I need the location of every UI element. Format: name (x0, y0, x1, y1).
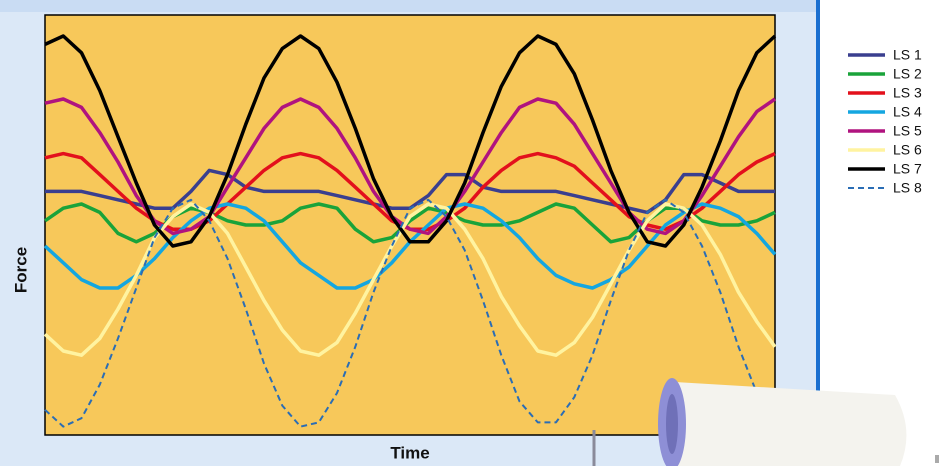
legend-label: LS 7 (893, 161, 922, 177)
legend-label: LS 6 (893, 142, 922, 158)
screen: Time Force LS 1 LS 2 LS 3 LS 4 LS 5 LS 6 LS 7 L… (0, 0, 949, 466)
top-strip (0, 0, 820, 12)
legend-label: LS 4 (893, 104, 922, 120)
legend-label: LS 8 (893, 180, 922, 196)
legend-label: LS 5 (893, 123, 922, 139)
page: {"chart_data": {"type": "line", "x_label… (0, 0, 949, 466)
bracket (935, 455, 939, 463)
legend-label: LS 1 (893, 47, 922, 63)
roller-body (670, 382, 906, 466)
roller-hub (666, 394, 678, 454)
y-axis-label: Force (11, 247, 30, 293)
legend-label: LS 3 (893, 85, 922, 101)
legend-label: LS 2 (893, 66, 922, 82)
x-axis-label: Time (390, 443, 429, 462)
